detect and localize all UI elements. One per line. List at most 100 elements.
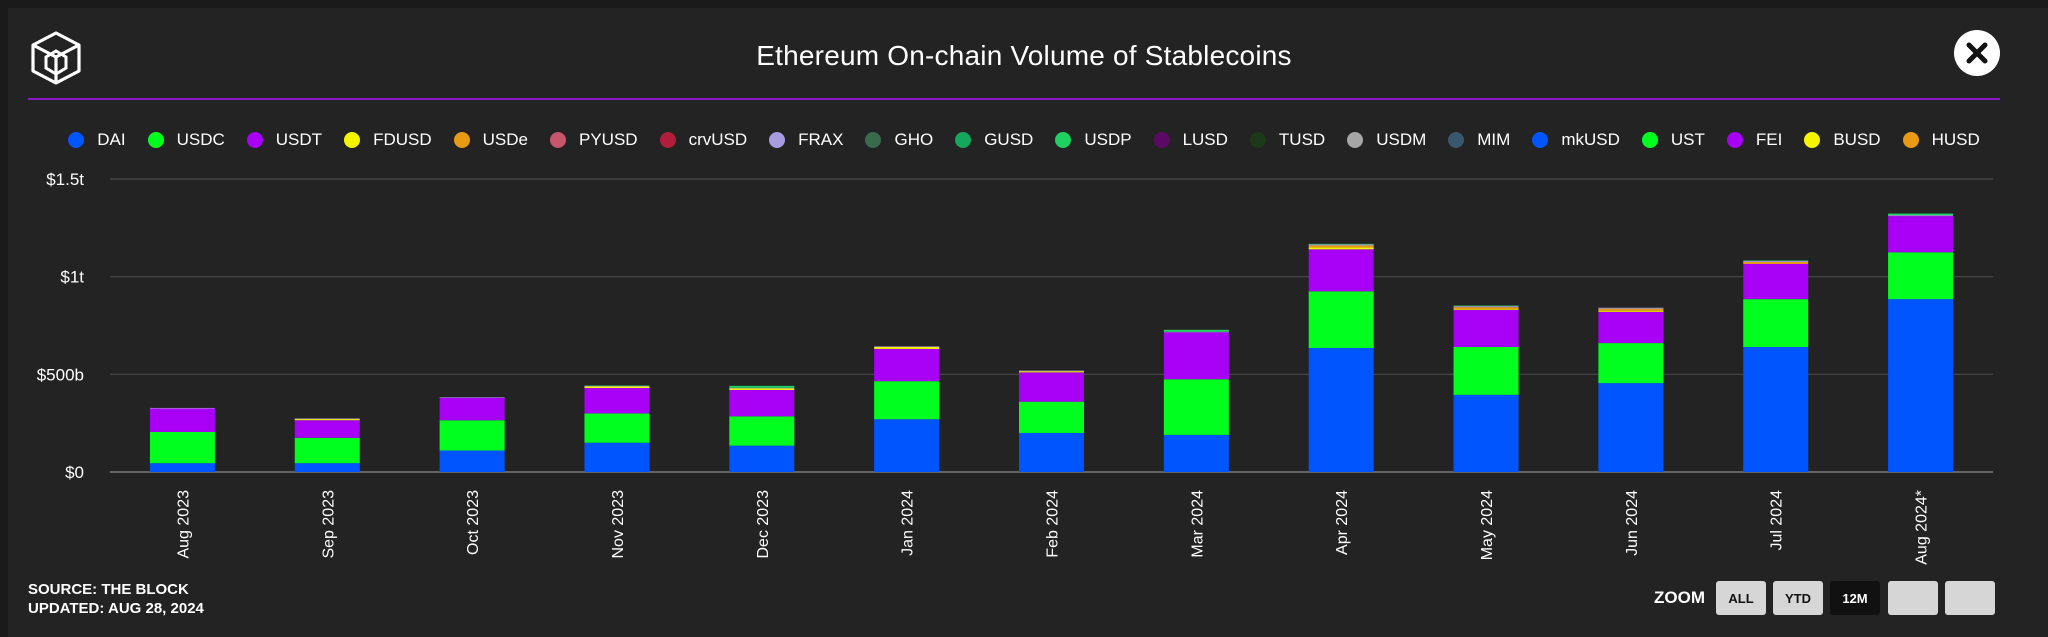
bar-segment-dai — [1019, 432, 1084, 472]
legend-swatch — [344, 132, 361, 148]
chart-legend: DAI USDC USDT FDUSD USDe PYUSD crvUSD FRAX GHO GU… — [0, 130, 2048, 150]
bar-segment-usdc — [1308, 291, 1374, 348]
bar-segment-dai — [584, 442, 650, 472]
legend-item-gho[interactable]: GHO — [865, 130, 933, 150]
legend-item-lusd[interactable]: LUSD — [1153, 130, 1228, 150]
x-tick-label: Aug 2024* — [1914, 490, 1931, 565]
legend-label: GHO — [894, 130, 934, 149]
legend-swatch — [1055, 132, 1072, 148]
bar-segment-frax — [1308, 244, 1374, 246]
legend-label: crvUSD — [688, 130, 748, 149]
legend-item-pyusd[interactable]: PYUSD — [549, 130, 638, 150]
y-tick-label: $500b — [37, 365, 84, 384]
legend-item-crvusd[interactable]: crvUSD — [659, 130, 748, 150]
legend-item-usde[interactable]: USDe — [453, 130, 528, 150]
legend-item-usdt[interactable]: USDT — [246, 130, 322, 150]
legend-item-mkusd[interactable]: mkUSD — [1532, 130, 1620, 150]
x-tick-label: Jan 2024 — [900, 490, 917, 556]
legend-swatch — [453, 132, 470, 148]
bar-segment-frax — [149, 407, 215, 409]
bar-segment-usdc — [874, 381, 940, 420]
bar-segment-usdc — [1888, 252, 1954, 300]
legend-label: USDP — [1084, 130, 1132, 149]
legend-label: USDe — [482, 130, 528, 149]
bar-segment-usdc — [1598, 343, 1664, 384]
bar-segment-frax — [1163, 331, 1229, 333]
bar-segment-usdt — [729, 389, 795, 417]
legend-swatch — [1249, 132, 1266, 148]
legend-swatch — [1448, 132, 1465, 148]
chart-panel — [8, 8, 2048, 637]
bar-segment-fdusd — [729, 388, 795, 390]
legend-swatch — [1726, 132, 1743, 148]
legend-swatch — [659, 132, 676, 148]
x-tick-label: Nov 2023 — [610, 490, 627, 559]
legend-item-mim[interactable]: MIM — [1448, 130, 1510, 150]
bar-segment-usdc — [1163, 379, 1229, 435]
bar-segment-dai — [874, 419, 940, 472]
x-tick-label: May 2024 — [1479, 490, 1496, 560]
legend-item-usdc[interactable]: USDC — [147, 130, 225, 150]
legend-swatch — [549, 132, 566, 148]
legend-swatch — [1532, 132, 1549, 148]
bar-segment-usdt — [294, 420, 360, 438]
bar-segment-dai — [1888, 299, 1954, 472]
bar-segment-usdt — [1453, 309, 1519, 347]
legend-item-gusd[interactable]: GUSD — [955, 130, 1033, 150]
legend-swatch — [955, 132, 972, 148]
bar-segment-usdt — [1163, 332, 1229, 380]
legend-item-busd[interactable]: BUSD — [1804, 130, 1881, 150]
bar-segment-usdc — [1743, 299, 1809, 347]
bar-segment-usdt — [149, 408, 215, 432]
bar-segment-dai — [439, 450, 505, 472]
legend-item-tusd[interactable]: TUSD — [1249, 130, 1326, 150]
close-button[interactable] — [1954, 30, 2000, 76]
legend-label: mkUSD — [1561, 130, 1620, 149]
legend-item-fdusd[interactable]: FDUSD — [344, 130, 432, 150]
zoom-all-button[interactable]: ALL — [1716, 581, 1766, 615]
bar-segment-fdusd — [1308, 247, 1374, 250]
legend-item-husd[interactable]: HUSD — [1902, 130, 1980, 150]
legend-swatch — [865, 132, 882, 148]
legend-item-usdp[interactable]: USDP — [1055, 130, 1132, 150]
bar-segment-dai — [1163, 434, 1229, 472]
legend-label: TUSD — [1278, 130, 1326, 149]
zoom-extra-button-1[interactable] — [1888, 581, 1938, 615]
bar-segment-fdusd — [874, 346, 940, 349]
zoom-ytd-button[interactable]: YTD — [1773, 581, 1823, 615]
x-tick-label: Apr 2024 — [1334, 490, 1351, 555]
bar-segment-usdc — [149, 431, 215, 464]
zoom-12m-button[interactable]: 12M — [1830, 581, 1880, 615]
legend-swatch — [1347, 132, 1364, 148]
legend-item-ust[interactable]: UST — [1641, 130, 1705, 150]
legend-item-frax[interactable]: FRAX — [769, 130, 843, 150]
legend-label: FRAX — [798, 130, 844, 149]
legend-item-fei[interactable]: FEI — [1726, 130, 1783, 150]
zoom-label: ZOOM — [1654, 588, 1705, 607]
chart-title: Ethereum On-chain Volume of Stablecoins — [756, 40, 1292, 71]
x-tick-label: Mar 2024 — [1189, 490, 1206, 558]
legend-swatch — [1804, 132, 1821, 148]
bar-segment-usdt — [1888, 216, 1954, 253]
bar-segment-usdp — [1743, 260, 1809, 262]
legend-item-usdm[interactable]: USDM — [1347, 130, 1426, 150]
bar-segment-usdt — [1019, 372, 1084, 402]
bar-segment-usde — [1308, 245, 1374, 248]
bar-segment-usde — [1598, 308, 1664, 311]
source-line: SOURCE: THE BLOCK — [28, 581, 189, 598]
zoom-extra-button-2[interactable] — [1945, 581, 1995, 615]
bar-segment-dai — [1308, 347, 1374, 472]
bar-segment-usdp — [1308, 243, 1374, 245]
legend-swatch — [1153, 132, 1170, 148]
bar-segment-fdusd — [1598, 310, 1664, 312]
bar-segment-usdc — [1019, 401, 1084, 433]
bar-segment-fdusd — [584, 386, 650, 389]
legend-label: FEI — [1755, 130, 1783, 149]
legend-item-dai[interactable]: DAI — [68, 130, 126, 150]
bar-segment-frax — [874, 346, 940, 347]
bar-segment-usdc — [1453, 346, 1519, 395]
bar-segment-dai — [1743, 346, 1809, 472]
bar-segment-fdusd — [1019, 371, 1084, 373]
bar-segment-usdt — [439, 397, 505, 421]
legend-label: USDC — [176, 130, 225, 149]
